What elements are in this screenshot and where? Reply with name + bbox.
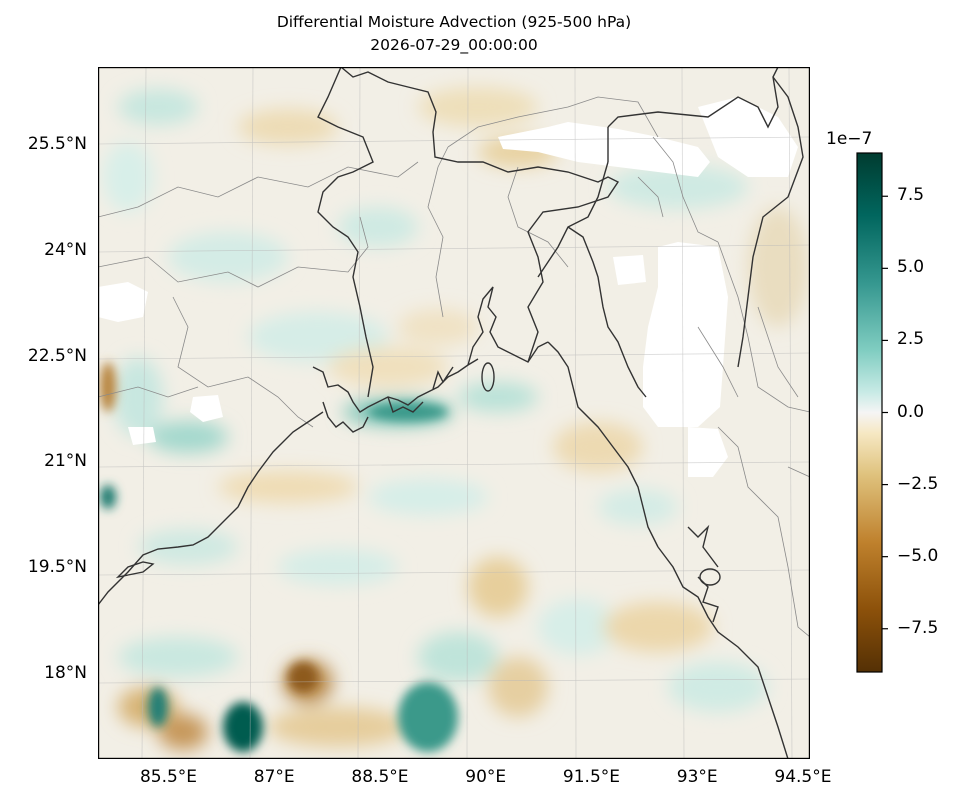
colorbar-exponent-label: 1e−7 [826,129,873,149]
colorbar-tick-label: −2.5 [897,473,939,494]
longitude-tick-label: 85.5°E [139,767,198,787]
latitude-tick-label: 22.5°N [27,345,87,366]
colorbar-gradient [856,152,883,673]
colorbar [856,152,888,673]
colorbar-tick-label: 2.5 [897,329,925,350]
colorbar-tick-label: 0.0 [897,401,925,422]
longitude-tick-label: 90°E [465,767,507,787]
latitude-tick-label: 19.5°N [27,557,87,578]
state-boundaries [98,96,810,638]
map-title: Differential Moisture Advection (925-500… [276,13,632,31]
colorbar-tick-label: −5.0 [897,545,939,566]
latitude-tick-label: 18°N [44,663,87,684]
latitude-tick-label: 21°N [44,451,87,472]
longitude-tick-label: 94.5°E [774,767,832,787]
colorbar-tick-label: 5.0 [897,257,925,278]
graticule [98,67,810,759]
longitude-tick-label: 88.5°E [351,767,409,787]
longitude-tick-label: 87°E [253,767,295,787]
map-panel [98,67,810,759]
colorbar-tick-label: 7.5 [897,185,925,206]
map-subtitle: 2026-07-29_00:00:00 [370,36,538,54]
longitude-tick-label: 93°E [676,767,718,787]
latitude-tick-label: 24°N [44,239,87,260]
longitude-tick-label: 91.5°E [562,767,620,787]
coastline-and-country-borders [98,67,804,759]
latitude-tick-label: 25.5°N [27,133,87,154]
colorbar-tick-label: −7.5 [897,617,939,638]
colorbar-ticks [882,195,888,630]
